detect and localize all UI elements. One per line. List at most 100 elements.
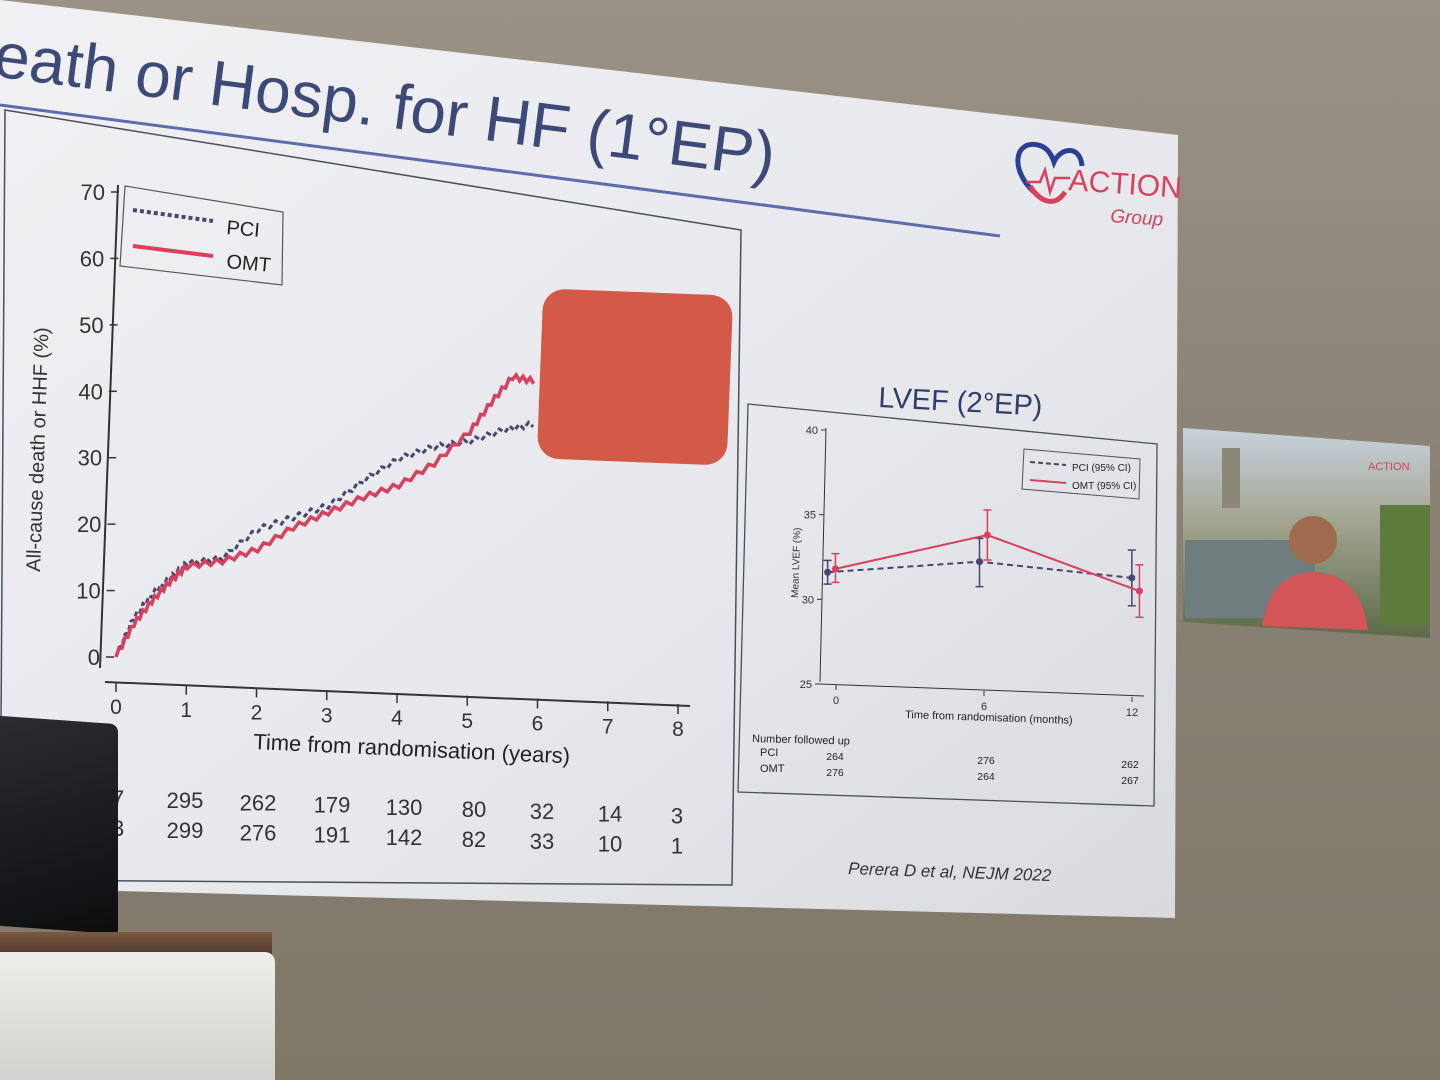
lvef-legend-pci-label: PCI (95% CI)	[1072, 463, 1131, 474]
pci-series-line	[114, 420, 535, 658]
lvef-legend-omt-swatch	[1029, 479, 1067, 484]
lvef-legend-pci-swatch	[1029, 461, 1067, 466]
lvef-y-tick-label: 35	[804, 510, 816, 522]
cathedral-tower	[1222, 448, 1240, 508]
at-risk-pci: 179	[314, 793, 351, 818]
x-tick-label: 2	[251, 702, 263, 725]
x-tick-label: 7	[602, 715, 614, 738]
lvef-omt-point	[1135, 587, 1143, 595]
lvef-pci-point	[824, 568, 832, 576]
lvef-x-tick-label: 0	[833, 695, 839, 707]
lvef-frame	[737, 403, 1158, 807]
omt-series-line	[114, 371, 536, 658]
action-group-logo: ACTION Group	[1015, 142, 1183, 231]
y-tick-label: 0	[88, 645, 100, 670]
redacted-box	[537, 289, 733, 465]
ecg-line-icon	[1026, 165, 1070, 197]
at-risk-omt: 191	[314, 823, 351, 848]
x-tick-label: 5	[461, 710, 473, 733]
x-tick-label: 4	[391, 707, 403, 730]
lvef-y-tick-label: 30	[802, 594, 814, 606]
followed-up-count: 267	[1121, 775, 1139, 787]
speaker-shirt	[1262, 572, 1368, 630]
main-chart-ticks: 0 10 20 30 40 50 60 70 0 1 2 3 4 5 6 7 8	[76, 180, 684, 741]
at-risk-table: 4729526217913080321435329927619114282331…	[100, 786, 683, 859]
lvef-y-axis	[819, 427, 827, 683]
x-tick-label: 6	[532, 713, 544, 736]
followed-up-count: 276	[977, 755, 995, 767]
followed-up-values: 264 276 276 264 262 267	[826, 751, 1139, 787]
lvef-ticks: 25 30 35 40 0 6 12	[800, 425, 1138, 719]
followed-up-count: 276	[826, 767, 844, 779]
x-tick-label: 8	[672, 718, 684, 741]
lvef-legend: PCI (95% CI) OMT (95% CI)	[1021, 448, 1141, 500]
webcam-logo-text: ACTION	[1368, 461, 1410, 473]
at-risk-pci: 80	[462, 797, 486, 822]
lectern-cloth	[0, 952, 275, 1080]
followed-up-count: 262	[1121, 759, 1139, 771]
at-risk-omt: 82	[462, 827, 486, 852]
y-tick-label: 60	[80, 246, 104, 271]
lvef-pci-point	[1128, 574, 1136, 582]
followed-up-row-omt: OMT	[760, 763, 785, 775]
lvef-y-tick-label: 40	[806, 425, 818, 437]
logo-subtext: Group	[1110, 206, 1164, 231]
at-risk-pci: 3	[671, 804, 683, 829]
y-tick-label: 40	[78, 379, 102, 404]
main-chart-frame	[0, 109, 742, 886]
legend-frame	[119, 185, 284, 286]
lvef-legend-frame	[1021, 448, 1141, 500]
followed-up-count: 264	[977, 771, 995, 783]
lvef-legend-omt-label: OMT (95% CI)	[1072, 481, 1136, 492]
x-tick-label: 1	[180, 699, 192, 722]
x-tick-label: 3	[321, 704, 333, 727]
y-tick-label: 70	[81, 180, 105, 205]
y-tick-label: 30	[78, 446, 102, 471]
at-risk-omt: 10	[598, 831, 622, 856]
x-tick-label: 0	[110, 696, 122, 719]
main-chart-legend: PCI OMT	[119, 185, 284, 286]
lvef-x-tick-label: 12	[1126, 707, 1138, 719]
title-rule	[0, 103, 1001, 238]
lvef-omt-point	[983, 531, 991, 539]
webcam-video: ACTION	[1183, 428, 1430, 638]
lvef-series	[823, 509, 1144, 619]
followed-up-row-pci: PCI	[760, 747, 778, 759]
legend-pci-label: PCI	[226, 217, 261, 242]
y-axis	[99, 184, 119, 669]
lvef-y-label: Mean LVEF (%)	[790, 527, 803, 598]
followed-up-count: 264	[826, 751, 844, 763]
at-risk-omt: 276	[240, 820, 277, 845]
followed-up-label: Number followed up	[752, 733, 850, 748]
laptop	[0, 715, 118, 935]
at-risk-omt: 1	[671, 834, 683, 859]
at-risk-omt: 142	[386, 825, 423, 850]
at-risk-pci: 14	[598, 801, 622, 826]
riverbank-trees	[1380, 505, 1430, 625]
legend-omt-swatch	[132, 244, 214, 258]
heart-logo-red-icon	[1027, 184, 1068, 204]
at-risk-pci: 130	[386, 795, 423, 820]
lvef-y-tick-label: 25	[800, 679, 812, 691]
at-risk-omt: 33	[530, 829, 554, 854]
lvef-x-label: Time from randomisation (months)	[905, 709, 1073, 727]
lvef-pci-point	[975, 558, 983, 566]
lvef-x-tick-label: 6	[981, 701, 987, 713]
at-risk-pci: 262	[240, 790, 277, 815]
at-risk-omt: 299	[167, 818, 204, 843]
y-tick-label: 20	[77, 512, 101, 537]
lvef-x-axis	[819, 683, 1145, 697]
at-risk-pci: 32	[530, 799, 554, 824]
logo-text: ACTION	[1068, 164, 1183, 205]
lvef-omt-point	[831, 565, 839, 573]
heart-logo-icon	[1015, 142, 1085, 194]
legend-omt-label: OMT	[226, 251, 272, 277]
speaker-head	[1289, 516, 1337, 564]
y-tick-label: 10	[76, 579, 100, 604]
y-tick-label: 50	[79, 313, 103, 338]
at-risk-pci: 295	[167, 788, 204, 813]
